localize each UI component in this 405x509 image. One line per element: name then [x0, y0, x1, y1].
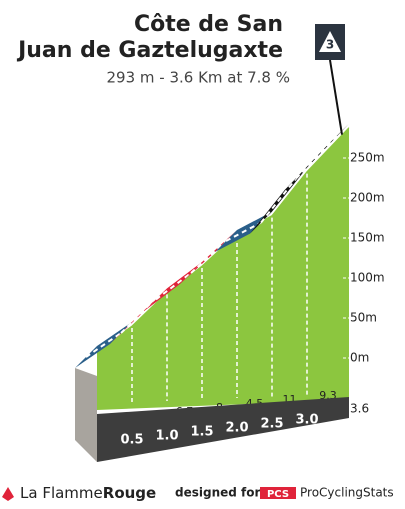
center-dash — [260, 177, 297, 224]
x-tick-label: 1.5 — [190, 425, 213, 440]
brand-right: Rouge — [103, 484, 156, 502]
center-dash — [155, 272, 192, 301]
x-tick-label: 1.0 — [155, 429, 178, 444]
y-tick-label: 0m — [350, 351, 369, 365]
title-line: Juan de Gaztelugaxte — [16, 38, 283, 63]
center-dash — [295, 133, 339, 180]
category: 3 — [326, 38, 334, 52]
brand: La FlammeRouge — [20, 484, 156, 502]
x-tick-label: 3.6 — [350, 402, 369, 416]
pcs-name: ProCyclingStats — [300, 486, 394, 500]
badge-triangle — [319, 31, 341, 52]
base-strip — [97, 397, 349, 462]
flame-icon — [2, 487, 14, 501]
profile-face — [97, 127, 349, 410]
pcs-logo-bg — [260, 487, 296, 499]
y-tick-label: 150m — [350, 231, 385, 245]
x-tick-label: 2.0 — [225, 421, 248, 436]
side-wall — [75, 368, 97, 462]
pcs-logo: PCS — [267, 489, 289, 500]
x-tick-label: 0.5 — [120, 433, 143, 448]
center-dash — [85, 332, 122, 358]
footer: La FlammeRouge designed for PCS ProCycli… — [2, 484, 394, 502]
title-line: Côte de San — [134, 12, 283, 37]
x-tick-label: 3.0 — [295, 413, 318, 428]
subtitle: 293 m - 3.6 Km at 7.8 % — [106, 69, 290, 87]
y-tick-label: 250m — [350, 151, 385, 165]
brand-left: La Flamme — [20, 484, 103, 502]
badge-pole — [329, 59, 343, 135]
y-tick-label: 50m — [350, 311, 377, 325]
profile-line — [96, 127, 350, 351]
center-dash — [225, 221, 262, 242]
x-tick-label: 2.5 — [260, 417, 283, 432]
designed-for: designed for — [175, 486, 260, 500]
y-tick-label: 100m — [350, 271, 385, 285]
center-dash — [120, 298, 157, 334]
y-tick-label: 200m — [350, 191, 385, 205]
center-dash — [190, 240, 227, 274]
